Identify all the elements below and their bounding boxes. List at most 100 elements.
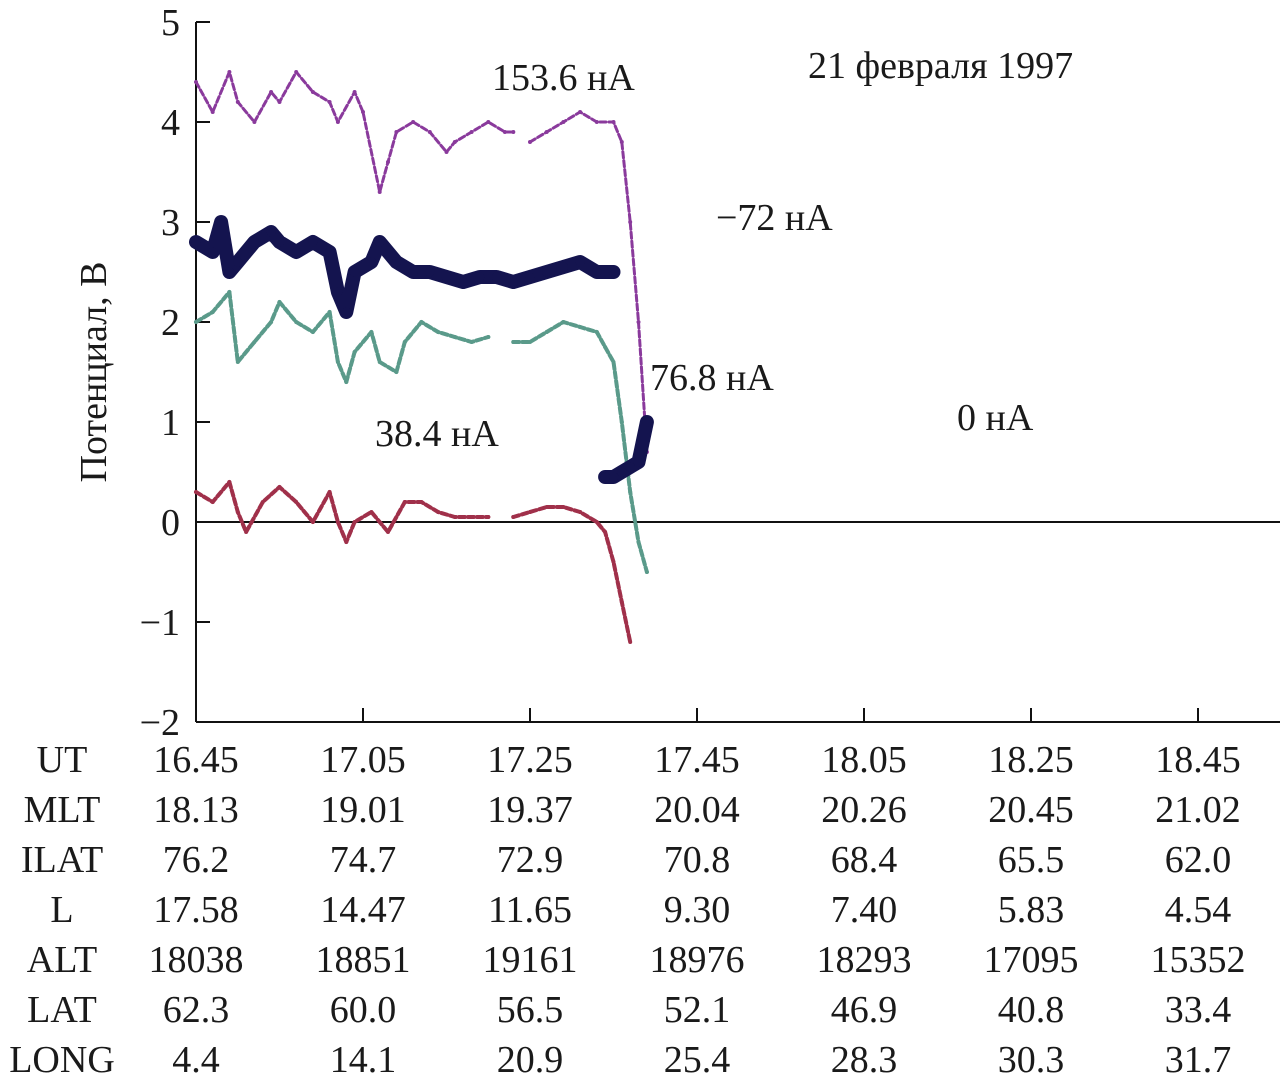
data-point (377, 190, 382, 194)
table-cell: 65.5 (998, 839, 1065, 881)
data-point (525, 272, 535, 282)
table-cell: 62.3 (163, 989, 230, 1031)
data-point (603, 345, 608, 349)
data-point (561, 505, 566, 509)
data-point (310, 90, 315, 94)
data-point (324, 247, 335, 257)
data-point (216, 217, 226, 227)
data-point (327, 100, 332, 104)
data-point (260, 500, 265, 504)
table-cell: 7.40 (831, 889, 898, 931)
data-point (224, 267, 235, 277)
table-cell: 74.7 (330, 839, 397, 881)
y-tick-label: 3 (161, 202, 180, 244)
data-point (469, 130, 474, 134)
series-label-minus-72: −72 нА (716, 197, 833, 239)
data-point (611, 360, 616, 364)
data-point (528, 140, 532, 144)
data-point (452, 140, 457, 144)
table-cell: 17.05 (320, 739, 406, 781)
data-point (235, 360, 240, 364)
table-cell: 18.13 (153, 789, 239, 831)
data-point (391, 257, 402, 267)
data-point (611, 120, 616, 124)
table-cell: 16.45 (153, 739, 239, 781)
data-point (486, 120, 491, 124)
table-cell: 68.4 (831, 839, 898, 881)
table-cell: 9.30 (664, 889, 731, 931)
data-point (194, 320, 198, 324)
data-point (227, 70, 232, 74)
data-point (502, 130, 507, 134)
data-point (619, 600, 624, 604)
data-point (419, 320, 424, 324)
y-tick-label: 4 (161, 102, 180, 144)
data-point (352, 350, 357, 354)
data-point (544, 505, 549, 509)
series-group (189, 70, 654, 644)
table-cell: 19161 (483, 939, 578, 981)
data-point (561, 120, 566, 124)
data-point (235, 100, 240, 104)
data-point (291, 247, 301, 257)
data-point (578, 510, 583, 514)
data-point (233, 257, 243, 267)
data-point (444, 150, 449, 154)
data-point (210, 500, 215, 504)
data-point (386, 160, 390, 164)
data-point (642, 417, 652, 427)
table-cell: 18976 (650, 939, 745, 981)
data-point (335, 360, 340, 364)
data-point (344, 380, 349, 384)
data-point (619, 420, 624, 424)
data-point (341, 307, 351, 317)
y-tick-label: 2 (161, 302, 180, 344)
table-cell: 17.25 (487, 739, 573, 781)
table-cell: 72.9 (497, 839, 564, 881)
data-point (394, 370, 399, 374)
data-point (644, 570, 649, 574)
data-point (308, 237, 318, 247)
table-cell: 19.37 (487, 789, 573, 831)
data-point (511, 515, 516, 519)
data-point (575, 257, 585, 267)
data-point (269, 320, 274, 324)
table-row-label: LAT (27, 989, 97, 1031)
data-point (436, 330, 441, 334)
data-point (249, 237, 260, 247)
series-labels: 21 февраля 1997 153.6 нА −72 нА 76.8 нА … (73, 45, 1073, 482)
data-point (335, 120, 340, 124)
table-cell: 40.8 (998, 989, 1065, 1031)
data-point (294, 500, 299, 504)
data-point (475, 272, 485, 282)
data-point (227, 290, 232, 294)
table-cell: 52.1 (664, 989, 731, 1031)
table-cell: 28.3 (831, 1039, 898, 1081)
table-cell: 62.0 (1165, 839, 1232, 881)
data-point (528, 340, 532, 344)
series-line (189, 215, 621, 319)
y-tick-label: 5 (161, 2, 180, 44)
table-cell: 15352 (1151, 939, 1246, 981)
data-point (333, 287, 343, 297)
data-point (310, 330, 315, 334)
data-point (578, 325, 583, 329)
series-label-153-6: 153.6 нА (492, 57, 635, 99)
table-cell: 11.65 (488, 889, 572, 931)
table-cell: 20.26 (821, 789, 907, 831)
data-point (369, 510, 374, 514)
data-point (277, 100, 282, 104)
data-point (528, 510, 532, 514)
data-point (636, 540, 641, 544)
table-cell: 14.47 (320, 889, 406, 931)
data-point (436, 510, 441, 514)
data-point (561, 320, 566, 324)
data-point (469, 340, 474, 344)
data-point (244, 530, 249, 534)
table-cell: 17095 (984, 939, 1079, 981)
axes: 5 4 3 2 1 0 −1 −2 (140, 2, 1280, 744)
series-0 (194, 70, 649, 454)
table-cell: 46.9 (831, 989, 898, 1031)
y-axis-label: Потенциал, В (73, 262, 115, 483)
